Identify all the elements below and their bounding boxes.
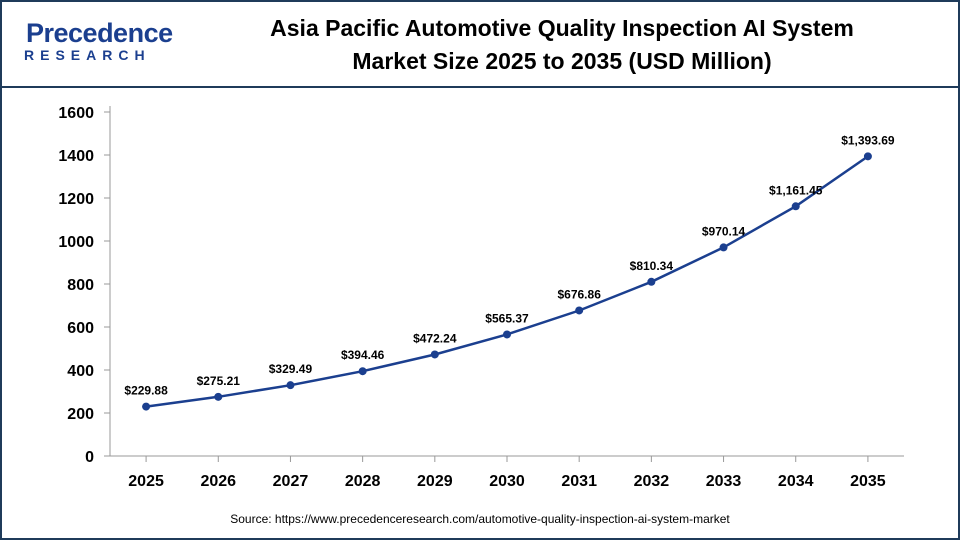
y-tick-label: 600	[67, 320, 94, 337]
data-label: $970.14	[702, 224, 746, 238]
data-label: $810.34	[630, 259, 674, 273]
y-tick-label: 1600	[58, 105, 94, 122]
data-point	[358, 367, 367, 376]
data-point	[430, 350, 439, 359]
brand-logo: Precedence RESEARCH	[16, 16, 176, 66]
data-point	[575, 306, 584, 315]
header: Precedence RESEARCH Asia Pacific Automot…	[2, 2, 958, 88]
x-tick-label: 2029	[417, 473, 453, 490]
x-tick-label: 2025	[128, 473, 164, 490]
data-label: $1,393.69	[841, 133, 895, 147]
data-label: $565.37	[485, 311, 529, 325]
data-point	[142, 402, 151, 411]
data-point	[503, 330, 511, 339]
data-point	[791, 202, 800, 211]
y-tick-label: 0	[85, 449, 94, 466]
chart-title: Asia Pacific Automotive Quality Inspecti…	[192, 12, 932, 78]
data-label: $1,161.45	[769, 183, 823, 197]
data-point	[719, 243, 728, 252]
x-tick-label: 2033	[706, 473, 742, 490]
y-tick-label: 1200	[58, 191, 94, 208]
x-tick-label: 2030	[489, 473, 525, 490]
data-label: $472.24	[413, 331, 457, 345]
y-tick-label: 1400	[58, 148, 94, 165]
chart-title-line2: Market Size 2025 to 2035 (USD Million)	[352, 48, 772, 74]
data-point	[647, 277, 656, 286]
line-chart: 0 200 400 600 800 1000 1200 1400 1600 2025 2026 202…	[58, 105, 904, 490]
data-label: $329.49	[269, 362, 313, 376]
data-label: $676.86	[557, 287, 601, 301]
data-label: $394.46	[341, 348, 385, 362]
brand-tagline: RESEARCH	[24, 47, 151, 63]
y-tick-label: 400	[67, 363, 94, 380]
x-tick-label: 2028	[345, 473, 381, 490]
x-tick-label: 2032	[634, 473, 670, 490]
y-tick-label: 1000	[58, 234, 94, 251]
x-tick-label: 2026	[200, 473, 236, 490]
x-tick-label: 2034	[778, 473, 814, 490]
x-tick-label: 2027	[273, 473, 309, 490]
y-tick-label: 200	[67, 406, 94, 423]
data-label: $229.88	[124, 384, 168, 398]
chart-title-line1: Asia Pacific Automotive Quality Inspecti…	[270, 15, 854, 41]
data-point	[863, 152, 872, 161]
data-point	[286, 381, 295, 390]
x-tick-label: 2035	[850, 473, 886, 490]
data-label: $275.21	[197, 374, 241, 388]
x-tick-label: 2031	[561, 473, 597, 490]
series-line	[145, 155, 869, 408]
data-point	[214, 392, 223, 401]
brand-name: Precedence	[26, 18, 173, 48]
y-tick-label: 800	[67, 277, 94, 294]
source-note: Source: https://www.precedenceresearch.c…	[230, 512, 730, 526]
